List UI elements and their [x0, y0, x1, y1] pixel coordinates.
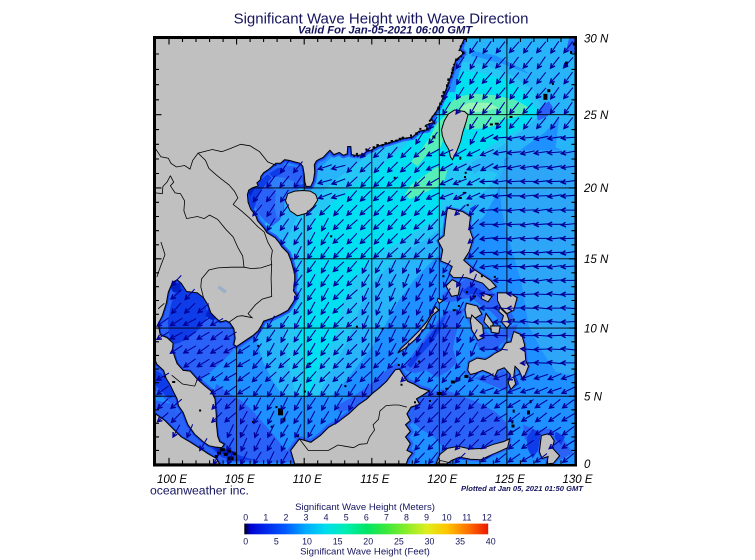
svg-text:11: 11	[462, 513, 471, 523]
svg-text:25 N: 25 N	[583, 110, 609, 122]
svg-text:25: 25	[394, 536, 404, 546]
svg-text:10: 10	[302, 536, 312, 546]
svg-text:110 E: 110 E	[293, 474, 323, 486]
svg-text:30: 30	[425, 536, 435, 546]
svg-text:20: 20	[363, 536, 373, 546]
svg-text:15: 15	[333, 536, 343, 546]
svg-text:8: 8	[404, 513, 409, 523]
svg-text:35: 35	[455, 536, 465, 546]
svg-text:Valid For Jan-05-2021 06:00 GM: Valid For Jan-05-2021 06:00 GMT	[298, 25, 473, 37]
svg-text:5: 5	[344, 513, 349, 523]
svg-text:Plotted at Jan 05, 2021 01:50: Plotted at Jan 05, 2021 01:50 GMT	[461, 484, 584, 493]
svg-text:6: 6	[364, 513, 369, 523]
svg-text:5: 5	[274, 536, 279, 546]
svg-text:0: 0	[584, 459, 591, 471]
svg-text:100 E: 100 E	[157, 474, 187, 486]
svg-text:12: 12	[482, 513, 492, 523]
svg-text:2: 2	[283, 513, 288, 523]
svg-text:oceanweather inc.: oceanweather inc.	[150, 484, 249, 498]
svg-text:30 N: 30 N	[584, 34, 609, 46]
svg-text:130 E: 130 E	[562, 474, 592, 486]
svg-text:5 N: 5 N	[584, 391, 603, 403]
svg-text:1: 1	[263, 513, 268, 523]
svg-text:9: 9	[424, 513, 429, 523]
svg-text:Significant Wave Height (Feet): Significant Wave Height (Feet)	[300, 547, 430, 558]
svg-text:10 N: 10 N	[584, 323, 609, 335]
svg-text:15 N: 15 N	[584, 254, 609, 266]
svg-text:7: 7	[384, 513, 389, 523]
svg-text:0: 0	[243, 513, 248, 523]
svg-text:115 E: 115 E	[360, 474, 390, 486]
svg-text:40: 40	[486, 536, 496, 546]
svg-text:20 N: 20 N	[583, 183, 609, 195]
svg-text:3: 3	[304, 513, 309, 523]
svg-text:105 E: 105 E	[225, 474, 255, 486]
svg-text:125 E: 125 E	[495, 474, 525, 486]
svg-text:0: 0	[243, 536, 248, 546]
svg-text:4: 4	[324, 513, 329, 523]
svg-text:10: 10	[442, 513, 452, 523]
svg-text:Significant Wave Height with W: Significant Wave Height with Wave Direct…	[234, 10, 529, 27]
svg-text:Significant Wave Height (Meter: Significant Wave Height (Meters)	[295, 502, 435, 513]
svg-text:120 E: 120 E	[427, 474, 457, 486]
